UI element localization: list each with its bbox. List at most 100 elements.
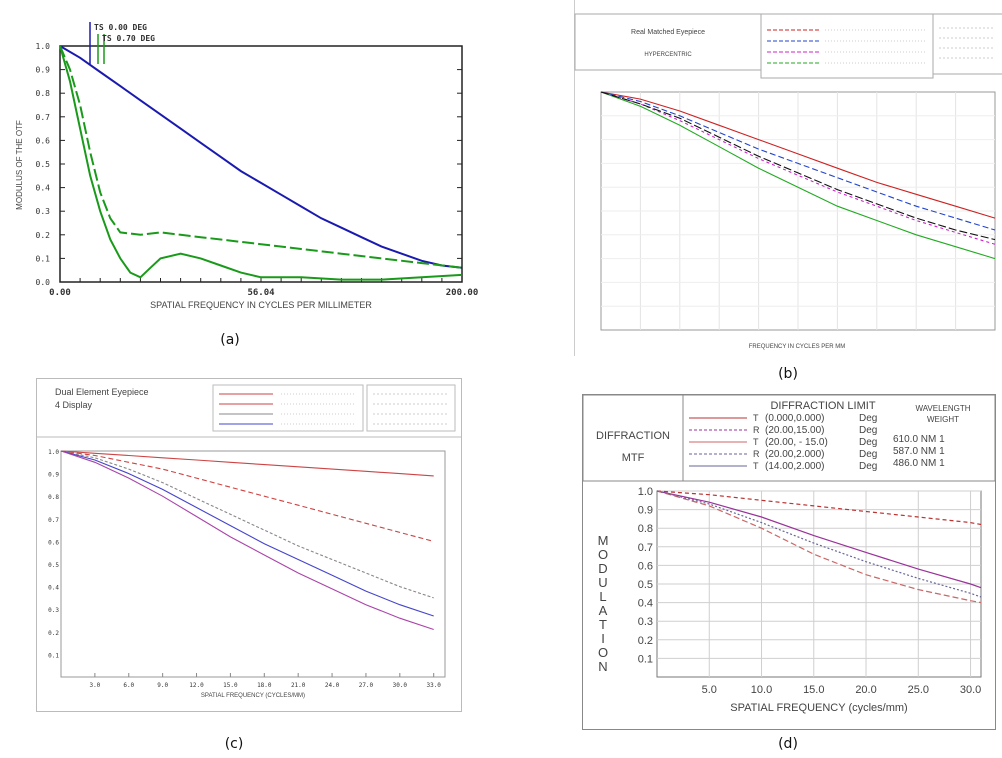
- y-tick-label-d: 0.6: [638, 560, 653, 572]
- panel-d: DIFFRACTION MTF DIFFRACTION LIMIT T (0.000,0…: [582, 394, 996, 730]
- series-line-c-3: [60, 450, 434, 617]
- legend-tag-d: T: [753, 437, 759, 447]
- y-tick-label-a: 0.3: [36, 207, 51, 216]
- y-tick-label-a: 0.7: [36, 113, 51, 122]
- series-line-c-4: [60, 450, 434, 631]
- y-tick-label-a: 0.5: [36, 160, 51, 169]
- y-tick-label-d: 0.1: [638, 653, 653, 665]
- series-line-b-1: [600, 91, 996, 231]
- x-tick-label-c: 3.0: [89, 682, 100, 689]
- legend-unit-d: Deg: [859, 449, 877, 460]
- y-tick-label-c: 0.6: [48, 539, 59, 546]
- x-tick-label-c: 33.0: [426, 682, 441, 689]
- legend-tag-d: R: [753, 449, 760, 459]
- x-tick-label-c: 12.0: [189, 682, 204, 689]
- legend-label-a: TS 0.00 DEG: [94, 23, 147, 32]
- wavelength-header-d: WAVELENGTH: [915, 404, 970, 413]
- y-tick-label-c: 0.5: [48, 562, 59, 569]
- legend-pos-d: (20.00,15.00): [765, 425, 825, 436]
- y-tick-label-d: 0.5: [638, 579, 653, 591]
- y-axis-label-letter-d: I: [601, 631, 605, 646]
- legend-pos-d: (20.00, - 15.0): [765, 437, 828, 448]
- x-tick-label-c: 27.0: [359, 682, 374, 689]
- y-axis-label-letter-d: O: [598, 547, 608, 562]
- x-axis-label-d: SPATIAL FREQUENCY (cycles/mm): [730, 702, 907, 714]
- y-tick-label-c: 1.0: [48, 449, 59, 456]
- chart-d: DIFFRACTION MTF DIFFRACTION LIMIT T (0.000,0…: [582, 394, 996, 714]
- y-tick-label-d: 0.7: [638, 542, 653, 554]
- y-tick-label-d: 0.9: [638, 505, 653, 517]
- y-tick-label-c: 0.4: [48, 585, 59, 592]
- x-tick-label-a: 200.00: [446, 288, 479, 298]
- series-line-d-3: [656, 490, 982, 598]
- y-axis-label-letter-d: A: [599, 603, 608, 618]
- legend-tag-d: T: [753, 413, 759, 423]
- chart-c: Dual Element Eyepiece 4 Display 1.0 0.9 0.8 0…: [37, 384, 461, 699]
- y-axis-label-a: MODULUS OF THE OTF: [15, 120, 24, 210]
- series-line-a-1: [59, 45, 463, 269]
- x-tick-label-c: 30.0: [393, 682, 408, 689]
- caption-d: (d): [778, 736, 798, 752]
- legend-tag-d: T: [753, 461, 759, 471]
- y-tick-label-c: 0.3: [48, 607, 59, 614]
- legend-header-d: DIFFRACTION LIMIT: [770, 400, 875, 412]
- y-tick-label-d: 0.4: [638, 598, 653, 610]
- x-axis-label-b: FREQUENCY IN CYCLES PER MM: [749, 344, 846, 350]
- chart-a: 0.0 0.1 0.2 0.3 0.4 0.5 0.6 0.7 0.8 0.9 1.0 0.00 56.…: [15, 22, 479, 310]
- series-line-a-0: [59, 45, 463, 269]
- x-tick-label-c: 6.0: [123, 682, 134, 689]
- header-subtitle-b: HYPERCENTRIC: [644, 52, 692, 58]
- y-tick-label-d: 0.2: [638, 635, 653, 647]
- header-title-box-b: [574, 13, 762, 71]
- legend-pos-d: (0.000,0.000): [765, 413, 825, 424]
- plot-frame-a: [59, 45, 463, 283]
- series-line-d-2: [656, 490, 982, 604]
- y-tick-label-a: 0.8: [36, 89, 51, 98]
- x-tick-label-c: 9.0: [157, 682, 168, 689]
- legend-pos-d: (20.00,2.000): [765, 449, 825, 460]
- y-tick-label-d: 0.8: [638, 523, 653, 535]
- y-tick-label-a: 0.0: [36, 278, 51, 287]
- wavelength-value-d: 587.0 NM 1: [893, 446, 945, 457]
- panel-c: Dual Element Eyepiece 4 Display 1.0 0.9 0.8 0…: [36, 378, 462, 712]
- header-title-d: DIFFRACTION: [596, 430, 670, 442]
- caption-a: (a): [220, 332, 240, 348]
- y-tick-label-a: 0.1: [36, 254, 51, 263]
- legend-box-b: [760, 13, 934, 79]
- y-tick-label-c: 0.1: [48, 652, 59, 659]
- weight-header-d: WEIGHT: [927, 415, 959, 424]
- series-line-d-1: [656, 490, 982, 589]
- wavelength-value-d: 610.0 NM 1: [893, 434, 945, 445]
- x-tick-label-d: 5.0: [702, 684, 717, 696]
- plot-frame-c: [60, 450, 446, 678]
- legend-tag-d: R: [753, 425, 760, 435]
- y-tick-label-c: 0.2: [48, 630, 59, 637]
- header-title-b: Real Matched Eyepiece: [631, 29, 705, 36]
- x-tick-label-c: 21.0: [291, 682, 306, 689]
- series-line-b-2: [600, 91, 996, 245]
- x-tick-label-a: 56.04: [247, 288, 275, 298]
- header-box-d: [582, 394, 996, 482]
- y-axis-label-letter-d: U: [598, 575, 607, 590]
- x-tick-label-d: 15.0: [803, 684, 824, 696]
- chart-b: Real Matched Eyepiece HYPERCENTRIC FREQUEN…: [574, 13, 1002, 350]
- series-line-b-3: [600, 91, 996, 260]
- series-line-d-0: [656, 490, 982, 526]
- panel-b: Real Matched Eyepiece HYPERCENTRIC FREQUEN…: [574, 0, 1002, 356]
- y-axis-label-letter-d: M: [598, 533, 609, 548]
- caption-b: (b): [778, 366, 798, 382]
- x-tick-label-d: 20.0: [855, 684, 876, 696]
- series-line-b-4: [600, 91, 996, 241]
- y-tick-label-c: 0.9: [48, 472, 59, 479]
- wavelength-box-b: [932, 13, 1002, 75]
- y-tick-label-d: 0.3: [638, 616, 653, 628]
- y-tick-label-a: 0.4: [36, 184, 51, 193]
- y-axis-label-letter-d: O: [598, 645, 608, 660]
- series-line-c-2: [60, 450, 434, 599]
- x-tick-label-a: 0.00: [49, 288, 71, 298]
- wavelength-value-d: 486.0 NM 1: [893, 458, 945, 469]
- series-line-b-0: [600, 91, 996, 219]
- y-axis-label-letter-d: T: [599, 617, 607, 632]
- legend-unit-d: Deg: [859, 437, 877, 448]
- x-tick-label-c: 18.0: [257, 682, 272, 689]
